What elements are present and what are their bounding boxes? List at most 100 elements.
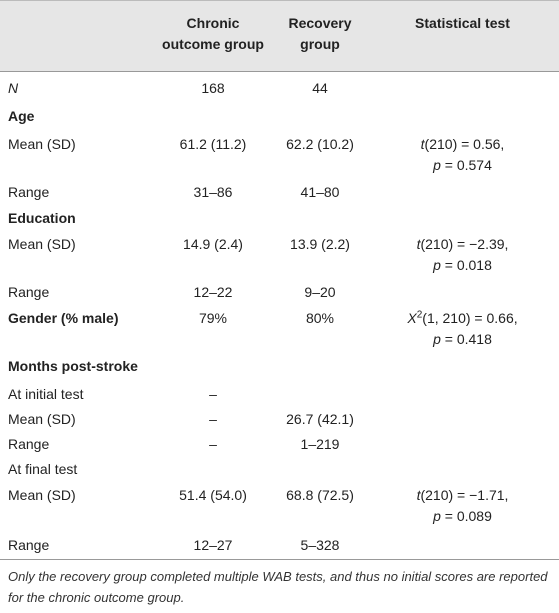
- recovery-value: 62.2 (10.2): [286, 136, 354, 152]
- stat-cell: t(210) = −1.71, p = 0.089: [366, 479, 559, 529]
- row-label: Mean (SD): [8, 236, 76, 252]
- stat-cell: [366, 428, 559, 453]
- table-row: Mean (SD) 14.9 (2.4) 13.9 (2.2) t(210) = −2…: [0, 228, 559, 276]
- value-cell: 9–20: [274, 276, 366, 302]
- table-row: Range 12–22 9–20: [0, 276, 559, 302]
- stat-cell: [366, 529, 559, 559]
- value-cell: 44: [274, 72, 366, 100]
- stat-text: p: [433, 508, 441, 524]
- row-label: Mean (SD): [8, 411, 76, 427]
- value-cell: 31–86: [152, 176, 274, 202]
- label-cell: At initial test: [0, 378, 152, 403]
- value-cell: 51.4 (54.0): [152, 479, 274, 529]
- stat-line: p = 0.089: [366, 506, 559, 527]
- chronic-value: 168: [201, 80, 225, 96]
- stat-text: t: [416, 487, 421, 503]
- stat-cell: [366, 453, 559, 479]
- value-cell: 13.9 (2.2): [274, 228, 366, 276]
- recovery-value: 41–80: [300, 184, 340, 200]
- value-cell: 80%: [274, 302, 366, 350]
- header-row: Chronic outcome group Recovery group Sta…: [0, 0, 559, 72]
- recovery-value: 68.8 (72.5): [286, 487, 354, 503]
- label-cell: Mean (SD): [0, 403, 152, 428]
- header-text: outcome group: [162, 36, 264, 52]
- header-cell: Recovery group: [274, 1, 366, 71]
- label-cell: Range: [0, 176, 152, 202]
- chronic-value: 14.9 (2.4): [183, 236, 243, 252]
- stat-text: = 0.418: [440, 331, 492, 347]
- stat-line: t(210) = −2.39,: [366, 234, 559, 255]
- chronic-value: –: [209, 386, 217, 402]
- value-cell: 41–80: [274, 176, 366, 202]
- stat-text: (210) = 0.56,: [424, 136, 505, 152]
- value-cell: –: [152, 403, 274, 428]
- stat-line: t(210) = 0.56,: [366, 134, 559, 155]
- row-label: Range: [8, 537, 50, 553]
- recovery-value: 5–328: [300, 537, 340, 553]
- stat-text: p: [433, 257, 441, 273]
- table-row: Mean (SD) 51.4 (54.0) 68.8 (72.5) t(210) = …: [0, 479, 559, 529]
- table-row: Mean (SD) 61.2 (11.2) 62.2 (10.2) t(210) = …: [0, 128, 559, 176]
- value-cell: 62.2 (10.2): [274, 128, 366, 176]
- stat-text: = 0.018: [440, 257, 492, 273]
- table-row: Gender (% male) 79% 80% X2(1, 210) = 0.66, p…: [0, 302, 559, 350]
- table-row: Mean (SD) – 26.7 (42.1): [0, 403, 559, 428]
- table-row: Range 31–86 41–80: [0, 176, 559, 202]
- stat-cell: [366, 403, 559, 428]
- value-cell: –: [152, 428, 274, 453]
- stat-text: p: [433, 157, 441, 173]
- stat-cell: [366, 72, 559, 100]
- stat-text: = 0.089: [440, 508, 492, 524]
- value-cell: [152, 100, 274, 128]
- stat-line: X2(1, 210) = 0.66,: [366, 308, 559, 329]
- label-cell: Mean (SD): [0, 128, 152, 176]
- header-cell: Chronic outcome group: [152, 1, 274, 71]
- section-label: Gender (% male): [8, 310, 119, 326]
- value-cell: [274, 350, 366, 378]
- table-row: Range 12–27 5–328: [0, 529, 559, 560]
- label-cell: Months post-stroke: [0, 350, 152, 378]
- chronic-value: 79%: [198, 310, 228, 326]
- recovery-value: 26.7 (42.1): [286, 411, 354, 427]
- stat-text: 2: [416, 309, 423, 321]
- chronic-value: –: [209, 436, 217, 452]
- value-cell: [274, 202, 366, 228]
- row-label: Mean (SD): [8, 487, 76, 503]
- stat-cell: t(210) = −2.39, p = 0.018: [366, 228, 559, 276]
- header-text: group: [300, 36, 340, 52]
- stat-line: t(210) = −1.71,: [366, 485, 559, 506]
- recovery-value: 80%: [305, 310, 335, 326]
- recovery-value: 9–20: [304, 284, 336, 300]
- value-cell: 61.2 (11.2): [152, 128, 274, 176]
- stat-text: p: [433, 331, 441, 347]
- row-label: Mean (SD): [8, 136, 76, 152]
- section-label: Education: [8, 210, 76, 226]
- value-cell: [152, 453, 274, 479]
- table-row: At final test: [0, 453, 559, 479]
- row-label: N: [8, 80, 19, 96]
- stat-cell: X2(1, 210) = 0.66, p = 0.418: [366, 302, 559, 350]
- stat-line: p = 0.574: [366, 155, 559, 176]
- row-label: At final test: [8, 461, 78, 477]
- stat-line: p = 0.018: [366, 255, 559, 276]
- value-cell: 1–219: [274, 428, 366, 453]
- value-cell: 14.9 (2.4): [152, 228, 274, 276]
- label-cell: Range: [0, 276, 152, 302]
- header-text: Recovery: [288, 15, 352, 31]
- stat-text: t: [420, 136, 425, 152]
- value-cell: 68.8 (72.5): [274, 479, 366, 529]
- value-cell: 12–27: [152, 529, 274, 559]
- chronic-value: 61.2 (11.2): [179, 136, 247, 152]
- table-row: Range – 1–219: [0, 428, 559, 453]
- stat-cell: [366, 176, 559, 202]
- value-cell: [274, 378, 366, 403]
- recovery-value: 1–219: [300, 436, 340, 452]
- row-label: Range: [8, 184, 50, 200]
- stat-text: X: [407, 310, 417, 326]
- value-cell: [274, 100, 366, 128]
- table-row: N 168 44: [0, 72, 559, 100]
- stat-cell: [366, 378, 559, 403]
- stat-cell: [366, 202, 559, 228]
- chronic-value: 12–27: [193, 537, 233, 553]
- chronic-value: 31–86: [193, 184, 233, 200]
